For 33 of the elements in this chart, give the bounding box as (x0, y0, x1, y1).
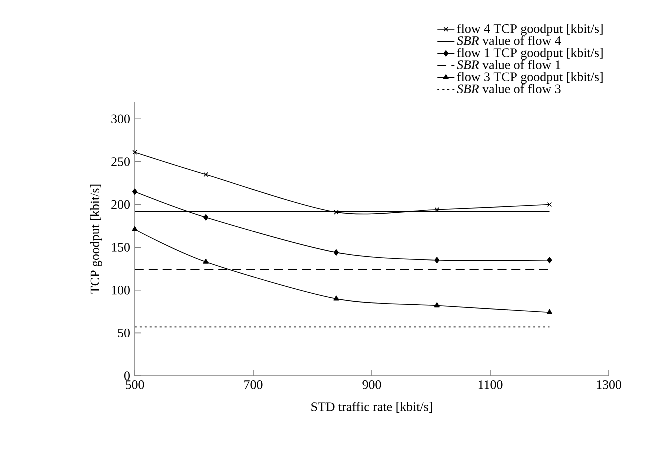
legend-label: flow 4 TCP goodput [kbit/s] (457, 24, 603, 36)
y-tick-label: 0 (124, 372, 130, 380)
y-tick-label: 150 (112, 243, 130, 252)
point (132, 188, 138, 196)
legend-label: SBR value of flow 3 (457, 84, 561, 94)
y-tick-label: 250 (112, 158, 130, 166)
point (204, 214, 209, 221)
y-tick-label: 200 (112, 200, 130, 210)
y-tick-label: 100 (112, 286, 130, 295)
point (132, 226, 138, 232)
point (334, 210, 339, 215)
legend-label: flow 3 TCP goodput [kbit/s] (457, 72, 603, 84)
y-axis-title: TCP goodput [kbit/s] (90, 184, 102, 294)
point (434, 302, 440, 308)
point (434, 257, 440, 264)
legend-label: flow 1 TCP goodput [kbit/s] (457, 48, 603, 60)
point (434, 208, 440, 212)
point (547, 257, 552, 264)
point (334, 250, 339, 256)
x-axis-title: STD traffic rate [kbit/s] (312, 402, 432, 413)
y-tick-label: 50 (118, 328, 130, 338)
x-tick-label: 500 (126, 380, 144, 390)
x-tick-label: 700 (244, 380, 263, 390)
x-tick-label: 900 (362, 380, 382, 390)
point (204, 172, 208, 178)
x-tick-label: 1100 (478, 380, 503, 390)
legend-label: SBR value of flow 1 (457, 60, 561, 70)
point (203, 258, 209, 264)
legend-label: SBR value of flow 4 (457, 36, 562, 46)
point (334, 296, 340, 301)
y-tick-label: 300 (112, 114, 130, 124)
point (546, 309, 553, 314)
x-tick-label: 1300 (597, 380, 622, 390)
